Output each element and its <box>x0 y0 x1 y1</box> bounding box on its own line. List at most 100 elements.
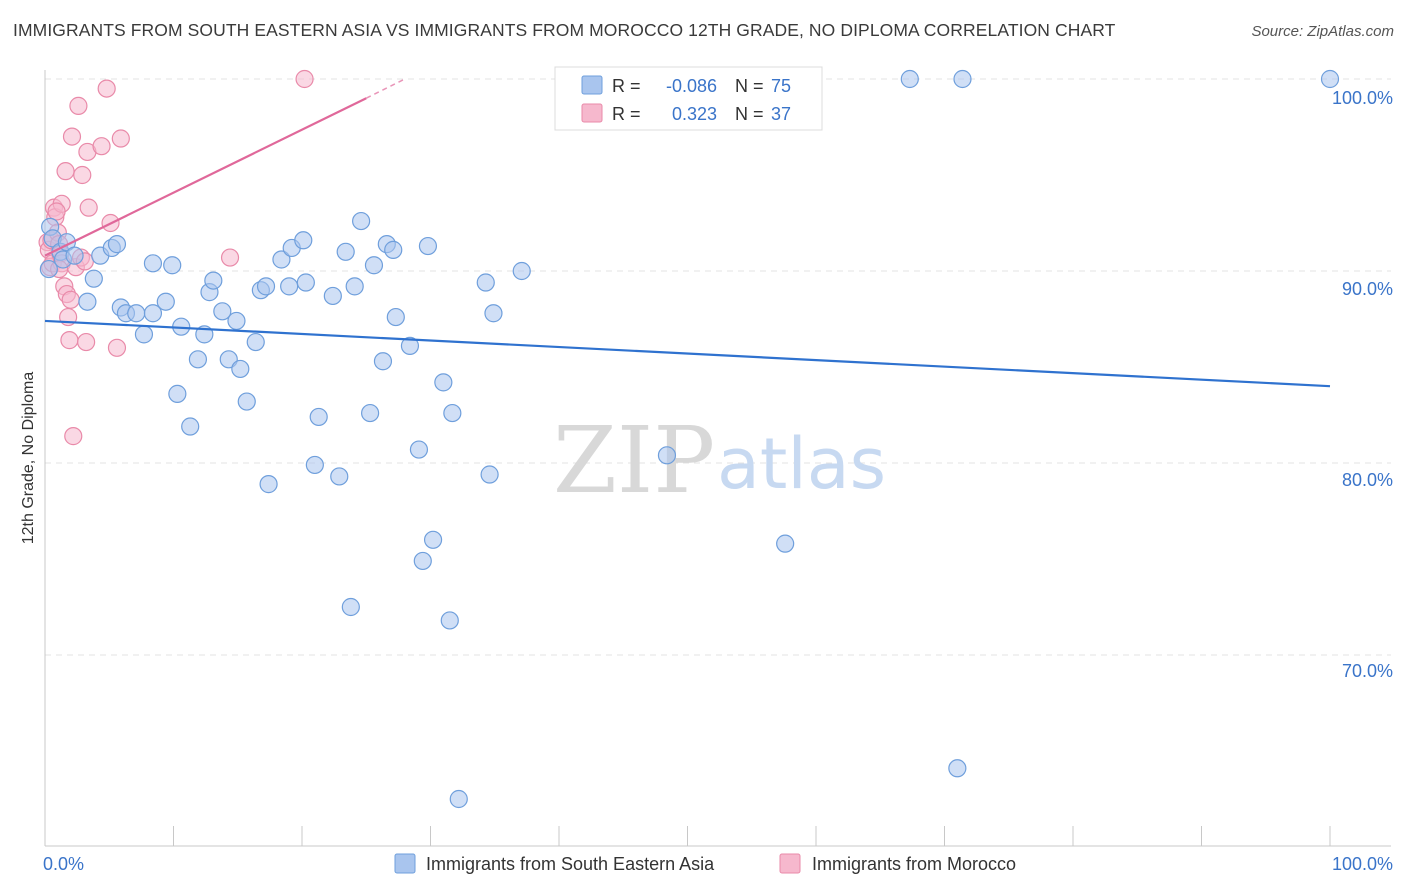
point-south-eastern-asia <box>364 256 384 275</box>
point-south-eastern-asia <box>163 256 182 275</box>
point-south-eastern-asia <box>345 277 364 296</box>
point-south-eastern-asia <box>309 407 328 427</box>
legend-swatch-pink <box>581 103 603 123</box>
point-south-eastern-asia <box>330 467 349 486</box>
point-south-eastern-asia <box>237 392 256 411</box>
point-south-eastern-asia <box>373 352 393 371</box>
point-morocco <box>73 165 92 185</box>
point-morocco <box>61 290 80 309</box>
point-south-eastern-asia <box>280 277 299 296</box>
series-sea-points <box>39 69 1340 809</box>
point-south-eastern-asia <box>256 277 276 296</box>
point-south-eastern-asia <box>948 759 967 778</box>
point-morocco <box>62 127 82 146</box>
x-tick-label-max: 100.0% <box>1332 854 1393 874</box>
point-morocco <box>79 198 98 217</box>
point-morocco <box>92 137 111 156</box>
point-south-eastern-asia <box>476 273 495 292</box>
point-south-eastern-asia <box>246 332 265 352</box>
point-south-eastern-asia <box>480 465 499 484</box>
point-south-eastern-asia <box>231 359 250 379</box>
point-south-eastern-asia <box>341 597 360 617</box>
point-morocco <box>107 338 127 357</box>
point-south-eastern-asia <box>84 269 103 288</box>
point-south-eastern-asia <box>259 475 278 494</box>
series-legend: Immigrants from South Eastern Asia Immig… <box>394 853 1016 874</box>
trend-line <box>44 97 367 257</box>
point-south-eastern-asia <box>423 530 443 549</box>
point-south-eastern-asia <box>127 304 146 323</box>
point-morocco <box>97 79 116 98</box>
trend-line <box>44 319 1331 388</box>
point-south-eastern-asia <box>384 240 403 259</box>
legend-swatch-morocco <box>779 853 801 874</box>
point-south-eastern-asia <box>143 254 163 273</box>
point-south-eastern-asia <box>213 302 232 321</box>
point-south-eastern-asia <box>386 307 405 327</box>
point-south-eastern-asia <box>272 250 291 269</box>
point-south-eastern-asia <box>409 440 429 459</box>
point-south-eastern-asia <box>1320 69 1340 89</box>
legend-swatch-sea <box>394 853 416 874</box>
point-south-eastern-asia <box>181 417 200 436</box>
point-south-eastern-asia <box>168 384 187 403</box>
point-south-eastern-asia <box>39 259 58 279</box>
y-axis-label: 12th Grade, No Diploma <box>20 372 37 545</box>
point-south-eastern-asia <box>657 446 677 465</box>
point-south-eastern-asia <box>227 311 246 331</box>
point-south-eastern-asia <box>65 246 84 265</box>
y-tick-label: 80.0% <box>1342 470 1393 490</box>
legend-r-label: R = <box>612 76 641 96</box>
legend-r-value: 0.323 <box>672 104 717 124</box>
legend-n-value: 37 <box>771 104 791 124</box>
y-tick-label: 100.0% <box>1332 88 1393 108</box>
watermark: ZIP atlas <box>553 407 886 514</box>
point-south-eastern-asia <box>413 551 432 571</box>
legend-label-sea: Immigrants from South Eastern Asia <box>426 854 715 874</box>
y-tick-labels: 100.0% 90.0% 80.0% 70.0% <box>1332 88 1393 681</box>
point-south-eastern-asia <box>336 242 355 261</box>
point-morocco <box>47 202 66 221</box>
y-tick-label: 90.0% <box>1342 279 1393 299</box>
legend-n-value: 75 <box>771 76 791 96</box>
point-south-eastern-asia <box>352 211 371 231</box>
point-south-eastern-asia <box>484 304 503 323</box>
legend-n-label: N = <box>735 104 764 124</box>
legend-swatch-blue <box>581 75 603 95</box>
watermark-zip: ZIP <box>553 407 715 514</box>
y-tick-label: 70.0% <box>1342 661 1393 681</box>
point-morocco <box>111 129 130 148</box>
axes <box>44 70 1391 847</box>
point-morocco <box>64 427 83 446</box>
point-south-eastern-asia <box>443 403 462 423</box>
point-south-eastern-asia <box>449 789 468 809</box>
point-south-eastern-asia <box>204 271 223 290</box>
legend-label-morocco: Immigrants from Morocco <box>812 854 1016 874</box>
trend-line-extension <box>365 78 406 99</box>
point-south-eastern-asia <box>323 286 342 306</box>
point-south-eastern-asia <box>188 350 208 369</box>
point-south-eastern-asia <box>418 236 438 256</box>
point-south-eastern-asia <box>107 235 127 254</box>
source-label: Source: ZipAtlas.com <box>1251 23 1394 40</box>
point-south-eastern-asia <box>305 455 324 475</box>
x-ticks <box>44 826 1331 846</box>
point-south-eastern-asia <box>143 304 163 323</box>
legend-r-value: -0.086 <box>666 76 717 96</box>
point-morocco <box>69 96 88 115</box>
point-south-eastern-asia <box>512 261 531 281</box>
point-south-eastern-asia <box>134 325 154 344</box>
watermark-atlas: atlas <box>717 423 886 505</box>
x-tick-label-min: 0.0% <box>43 854 84 874</box>
point-south-eastern-asia <box>434 373 453 392</box>
point-morocco <box>220 248 240 267</box>
point-south-eastern-asia <box>296 273 315 292</box>
point-south-eastern-asia <box>953 69 972 89</box>
point-morocco <box>56 162 75 181</box>
point-morocco <box>77 332 96 352</box>
point-south-eastern-asia <box>440 611 459 630</box>
point-south-eastern-asia <box>294 231 313 250</box>
chart-title: IMMIGRANTS FROM SOUTH EASTERN ASIA VS IM… <box>13 20 1116 40</box>
correlation-legend: R = -0.086 N = 75 R = 0.323 N = 37 <box>554 66 823 131</box>
